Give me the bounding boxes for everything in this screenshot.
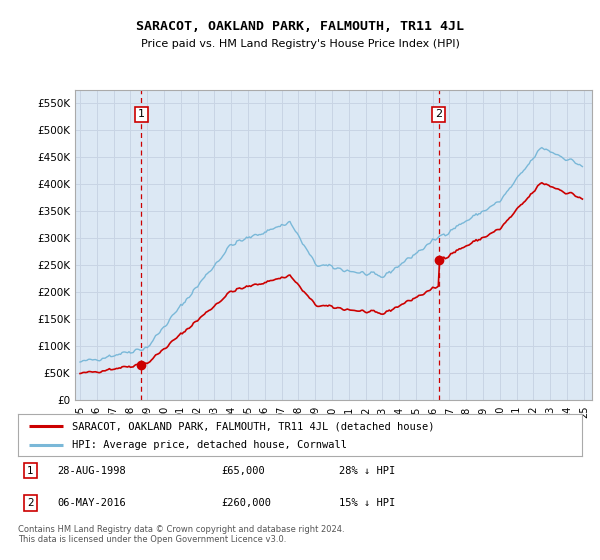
Text: 06-MAY-2016: 06-MAY-2016 xyxy=(58,498,126,508)
Text: 28-AUG-1998: 28-AUG-1998 xyxy=(58,465,126,475)
Text: 1: 1 xyxy=(27,465,34,475)
Text: 28% ↓ HPI: 28% ↓ HPI xyxy=(340,465,396,475)
Text: £260,000: £260,000 xyxy=(221,498,271,508)
Text: 1: 1 xyxy=(138,109,145,119)
Text: 2: 2 xyxy=(435,109,442,119)
Text: This data is licensed under the Open Government Licence v3.0.: This data is licensed under the Open Gov… xyxy=(18,535,286,544)
Text: SARACOT, OAKLAND PARK, FALMOUTH, TR11 4JL (detached house): SARACOT, OAKLAND PARK, FALMOUTH, TR11 4J… xyxy=(71,421,434,431)
Text: £65,000: £65,000 xyxy=(221,465,265,475)
Text: Contains HM Land Registry data © Crown copyright and database right 2024.: Contains HM Land Registry data © Crown c… xyxy=(18,525,344,534)
Text: Price paid vs. HM Land Registry's House Price Index (HPI): Price paid vs. HM Land Registry's House … xyxy=(140,39,460,49)
Text: 15% ↓ HPI: 15% ↓ HPI xyxy=(340,498,396,508)
Text: SARACOT, OAKLAND PARK, FALMOUTH, TR11 4JL: SARACOT, OAKLAND PARK, FALMOUTH, TR11 4J… xyxy=(136,20,464,32)
Text: 2: 2 xyxy=(27,498,34,508)
Text: HPI: Average price, detached house, Cornwall: HPI: Average price, detached house, Corn… xyxy=(71,441,347,450)
